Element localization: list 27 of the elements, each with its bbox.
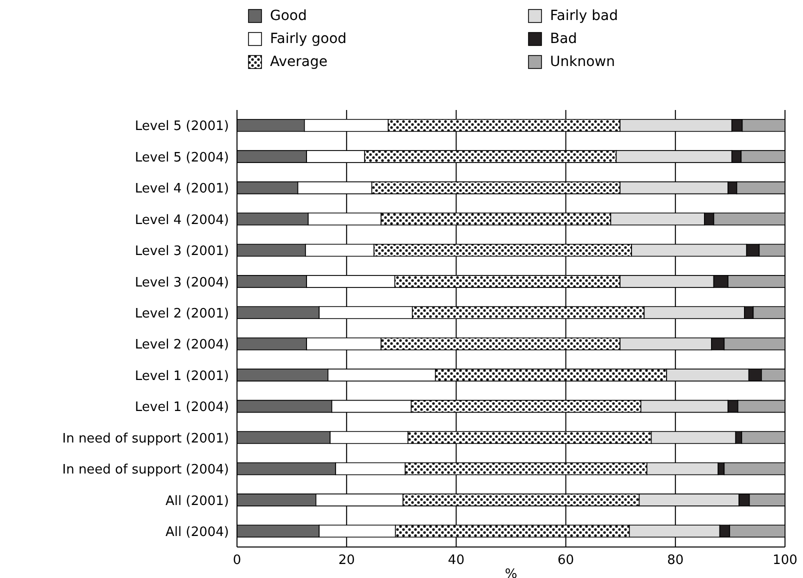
y-tick-label: In need of support (2001) xyxy=(62,431,229,446)
legend-label: Fairly good xyxy=(270,30,347,46)
y-tick-label: In need of support (2004) xyxy=(62,462,229,478)
x-tick-label: 40 xyxy=(448,553,464,568)
y-tick-label: Level 1 (2004) xyxy=(134,400,229,416)
y-tick-label: Level 3 (2004) xyxy=(134,275,229,290)
x-tick-label: 0 xyxy=(232,553,242,568)
x-tick-label: 80 xyxy=(667,553,684,568)
legend-label: Bad xyxy=(550,30,578,46)
y-tick-label: Level 5 (2004) xyxy=(134,150,229,166)
x-tick-label: 20 xyxy=(338,553,355,568)
x-tick-label: 60 xyxy=(558,553,574,568)
y-tick-label: All (2001) xyxy=(166,494,229,509)
y-tick-label: Level 5 (2001) xyxy=(134,119,229,134)
y-tick-label: Level 4 (2001) xyxy=(134,182,229,197)
legend-label: Good xyxy=(270,8,307,24)
y-tick-label: Level 2 (2004) xyxy=(134,338,229,353)
y-tick-label: Level 4 (2004) xyxy=(134,212,229,228)
legend-label: Average xyxy=(270,54,328,70)
x-tick-label: 100 xyxy=(772,553,798,568)
y-tick-label: Level 3 (2001) xyxy=(134,244,229,260)
legend-label: Unknown xyxy=(550,54,615,70)
y-tick-label: All (2004) xyxy=(166,525,229,540)
legend-label: Fairly bad xyxy=(550,8,618,24)
y-tick-label: Level 2 (2001) xyxy=(134,306,229,322)
x-axis-title: % xyxy=(504,567,518,578)
y-tick-label: Level 1 (2001) xyxy=(134,368,229,384)
